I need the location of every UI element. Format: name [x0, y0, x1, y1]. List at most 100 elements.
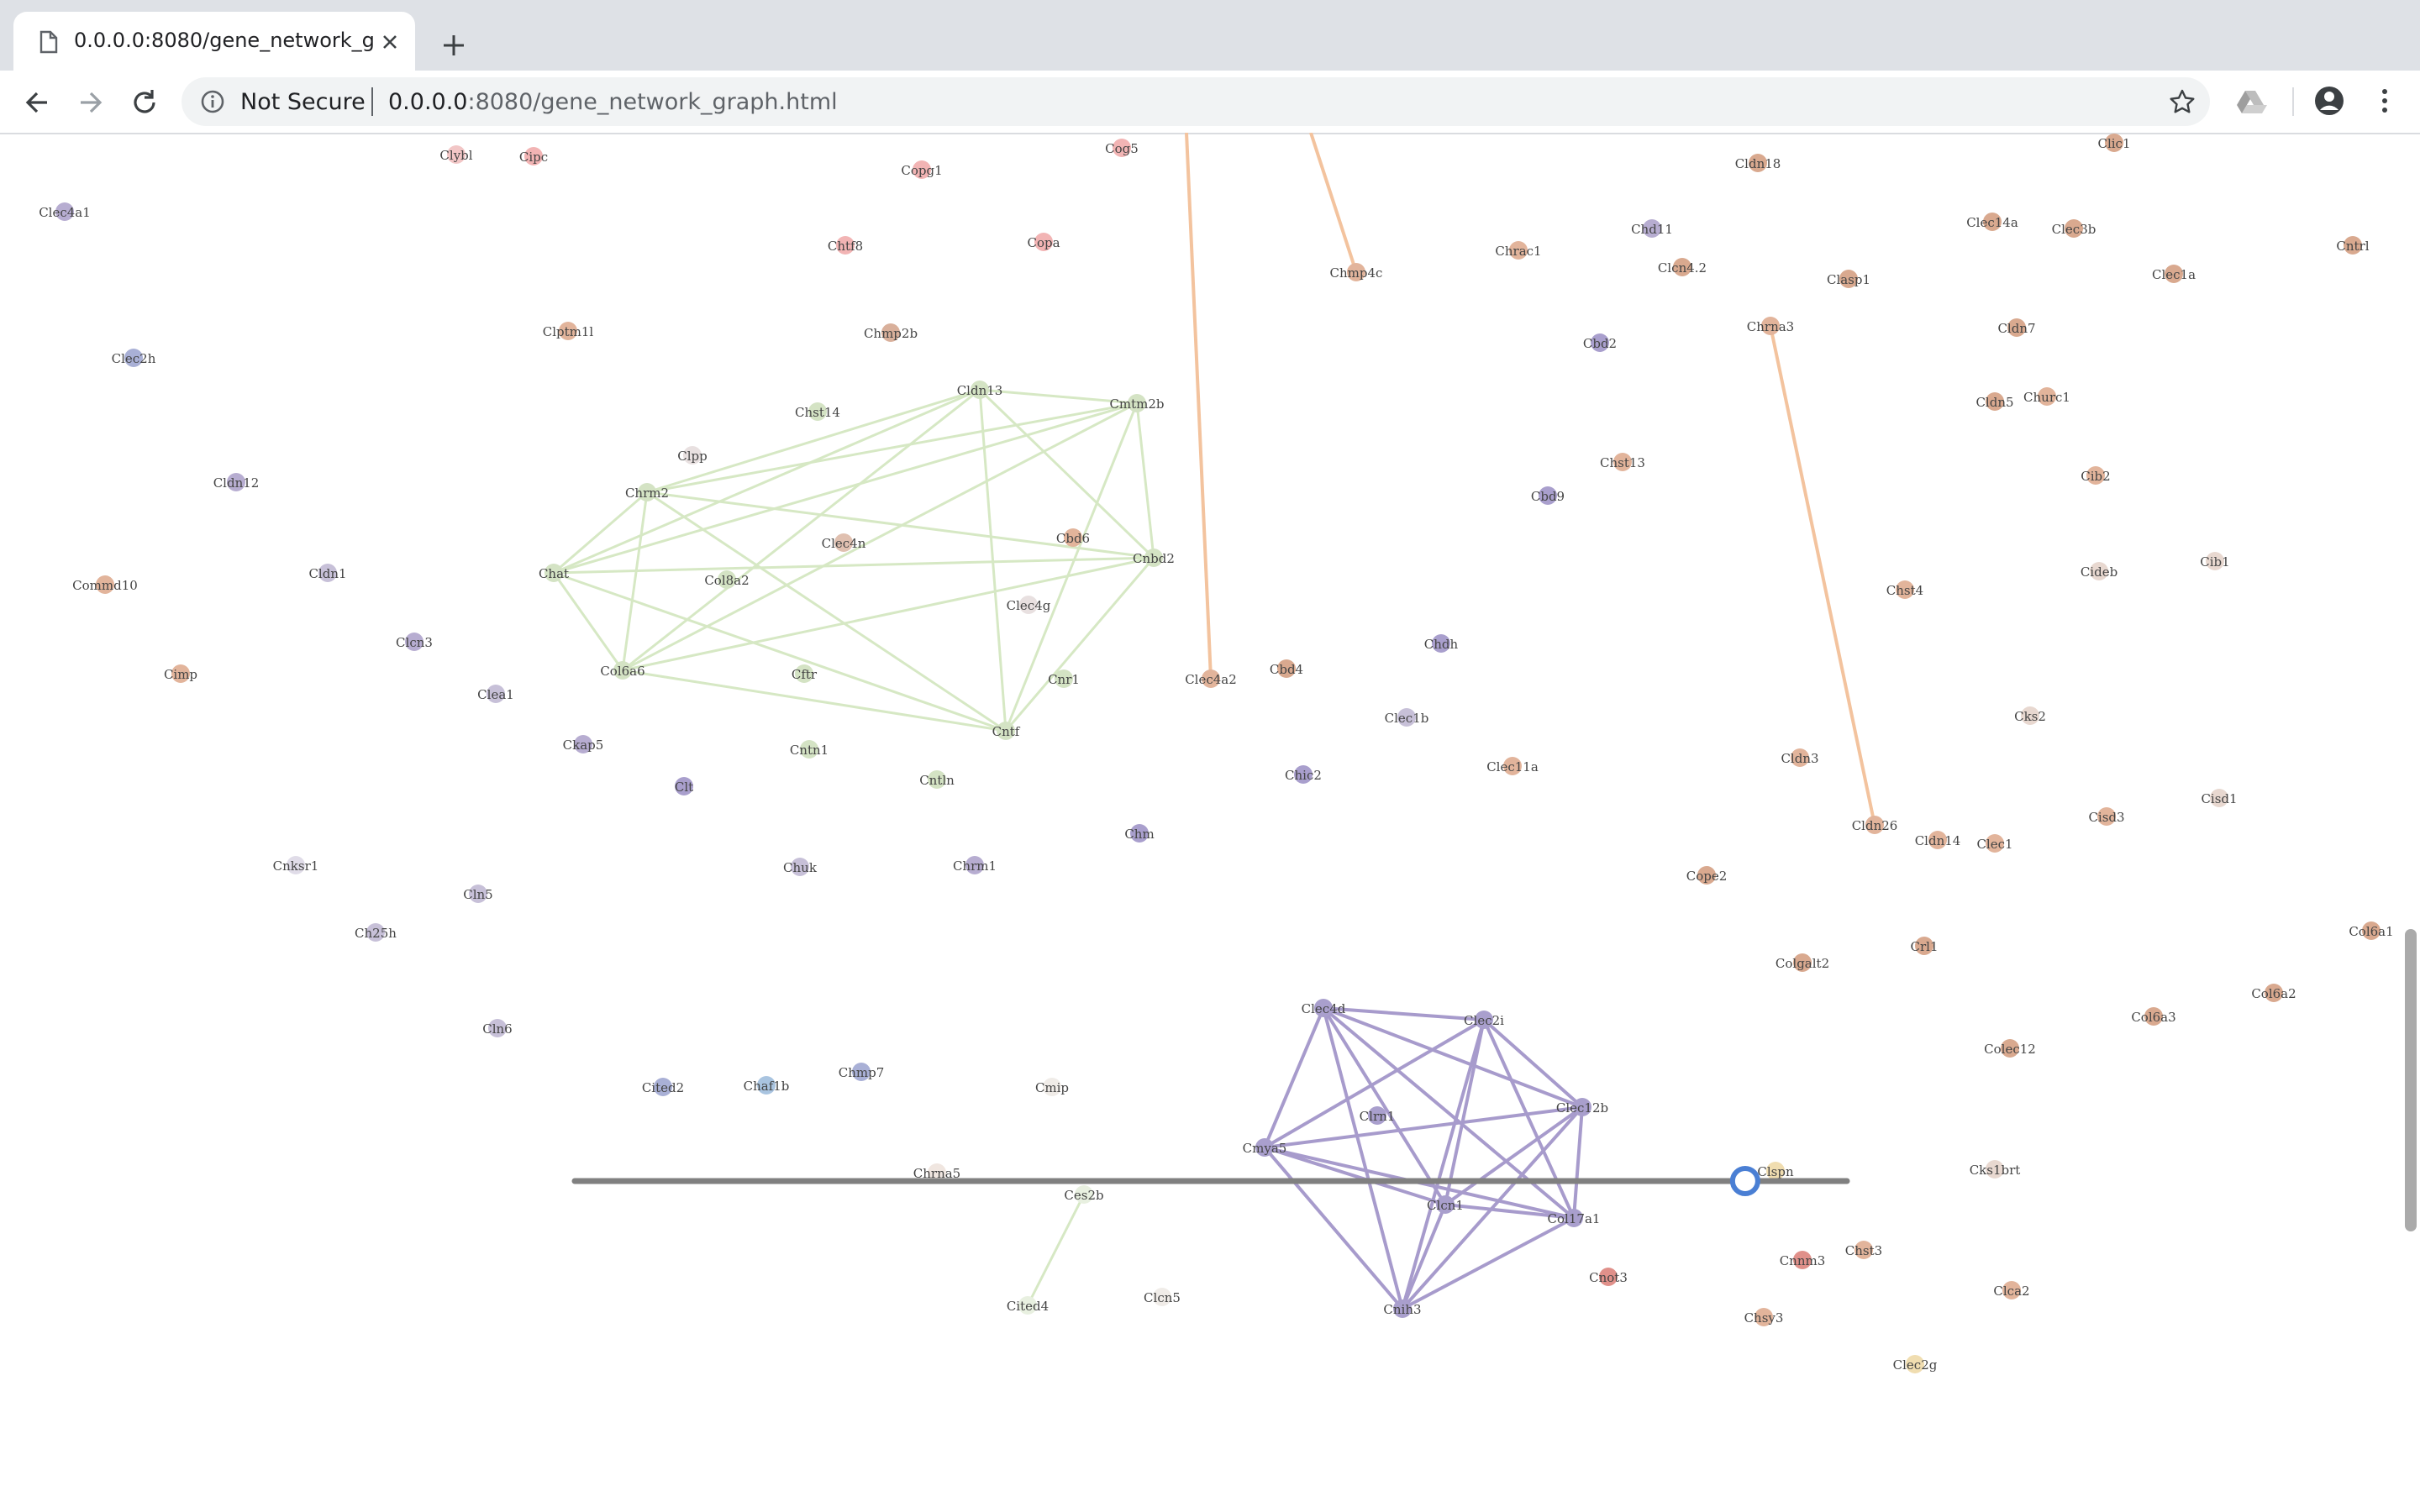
- graph-node-dot[interactable]: [1986, 1160, 2004, 1179]
- graph-node[interactable]: Clec12b: [1556, 1098, 1608, 1116]
- graph-node-dot[interactable]: [2001, 1039, 2019, 1058]
- graph-node[interactable]: Cldn5: [1975, 392, 2014, 411]
- graph-node[interactable]: Clcn5: [1144, 1288, 1181, 1306]
- graph-node-dot[interactable]: [1475, 1011, 1493, 1029]
- graph-node[interactable]: Clec1: [1976, 834, 2013, 853]
- graph-node[interactable]: Chrna3: [1747, 317, 1794, 335]
- graph-node[interactable]: Cnnm3: [1780, 1251, 1826, 1269]
- graph-node-dot[interactable]: [1503, 757, 1522, 775]
- graph-node-dot[interactable]: [928, 1163, 946, 1182]
- graph-node-dot[interactable]: [487, 685, 505, 703]
- graph-node-dot[interactable]: [2206, 552, 2224, 570]
- graph-node[interactable]: Chic2: [1285, 765, 1322, 784]
- graph-node-dot[interactable]: [2362, 921, 2381, 940]
- graph-node-dot[interactable]: [675, 777, 693, 795]
- graph-node[interactable]: Chuk: [783, 858, 818, 876]
- graph-node-dot[interactable]: [881, 323, 900, 342]
- graph-node[interactable]: Copa: [1027, 233, 1060, 251]
- range-slider[interactable]: [571, 1166, 1850, 1196]
- graph-node[interactable]: Clec4a1: [39, 202, 91, 221]
- graph-node[interactable]: Clic1: [2097, 134, 2131, 152]
- graph-node[interactable]: Clec2h: [112, 349, 156, 367]
- graph-node[interactable]: Col6a1: [2349, 921, 2394, 940]
- graph-node-dot[interactable]: [1793, 1251, 1812, 1269]
- graph-node-dot[interactable]: [2038, 387, 2056, 406]
- security-label[interactable]: Not Secure: [240, 89, 366, 115]
- graph-node[interactable]: Clybl: [439, 145, 473, 164]
- graph-node[interactable]: Cbd9: [1531, 486, 1565, 505]
- graph-node-dot[interactable]: [1749, 154, 1767, 172]
- graph-node-dot[interactable]: [1255, 1138, 1274, 1157]
- graph-node-dot[interactable]: [574, 735, 592, 753]
- graph-node[interactable]: Cib2: [2081, 466, 2111, 485]
- graph-node[interactable]: Cisd1: [2201, 789, 2238, 807]
- graph-node-dot[interactable]: [1854, 1241, 1873, 1259]
- graph-node[interactable]: Clt: [675, 777, 693, 795]
- graph-node[interactable]: Col8a2: [704, 570, 750, 589]
- profile-avatar-icon[interactable]: [2309, 81, 2349, 121]
- graph-node-dot[interactable]: [2144, 1007, 2163, 1026]
- graph-node-dot[interactable]: [683, 446, 702, 465]
- graph-node-dot[interactable]: [1928, 831, 1947, 849]
- graph-node[interactable]: Chmp4c: [1330, 263, 1383, 281]
- graph-node-dot[interactable]: [2344, 236, 2362, 255]
- graph-node[interactable]: Chm: [1124, 824, 1155, 843]
- graph-node[interactable]: Cited2: [642, 1078, 684, 1096]
- graph-node[interactable]: Clcn3: [396, 633, 433, 651]
- graph-node[interactable]: Clspn: [1757, 1162, 1794, 1180]
- graph-node[interactable]: Cmip: [1035, 1078, 1069, 1096]
- graph-node-dot[interactable]: [1043, 1078, 1061, 1096]
- graph-node[interactable]: Chst14: [795, 402, 840, 421]
- graph-node-dot[interactable]: [544, 564, 563, 582]
- graph-node-dot[interactable]: [1294, 765, 1313, 784]
- graph-node-dot[interactable]: [1839, 270, 1858, 288]
- graph-node[interactable]: Cldn12: [213, 473, 260, 491]
- graph-node[interactable]: Chd11: [1631, 219, 1673, 238]
- graph-node-dot[interactable]: [1673, 258, 1691, 276]
- graph-node-dot[interactable]: [654, 1078, 672, 1096]
- graph-node[interactable]: Cldn1: [308, 564, 347, 582]
- new-tab-icon[interactable]: [434, 25, 474, 66]
- graph-node[interactable]: Commd10: [72, 575, 138, 594]
- scrollbar-thumb[interactable]: [2405, 929, 2417, 1231]
- graph-node-dot[interactable]: [1019, 596, 1038, 614]
- graph-node-dot[interactable]: [852, 1063, 871, 1081]
- graph-node[interactable]: Cldn7: [1997, 318, 2036, 337]
- graph-node-dot[interactable]: [1436, 1195, 1455, 1214]
- graph-node[interactable]: Chtf8: [828, 236, 863, 255]
- gene-network-graph[interactable]: Clybl Cipc Copg1 Cog5 Clec4a1 Chtf8 Copa Clptm1…: [0, 133, 2420, 1512]
- graph-node-dot[interactable]: [1153, 1288, 1171, 1306]
- graph-node[interactable]: Cftr: [792, 664, 818, 683]
- graph-node[interactable]: Cib1: [2200, 552, 2230, 570]
- forward-icon[interactable]: [71, 82, 111, 123]
- graph-node[interactable]: Cipc: [519, 147, 548, 165]
- graph-node-dot[interactable]: [836, 236, 855, 255]
- graph-node-dot[interactable]: [287, 856, 305, 874]
- graph-node-dot[interactable]: [227, 473, 245, 491]
- graph-node-dot[interactable]: [1202, 669, 1220, 688]
- graph-node-dot[interactable]: [1055, 669, 1073, 688]
- graph-node[interactable]: Chsy3: [1744, 1308, 1784, 1326]
- graph-node-dot[interactable]: [1018, 1296, 1037, 1315]
- graph-node[interactable]: Cntrl: [2336, 236, 2370, 255]
- graph-node-dot[interactable]: [1754, 1308, 1773, 1326]
- graph-node[interactable]: Clec2i: [1464, 1011, 1504, 1029]
- graph-node[interactable]: Clcn1: [1427, 1195, 1464, 1214]
- graph-node-dot[interactable]: [1368, 1106, 1386, 1125]
- graph-node[interactable]: Clec14a: [1966, 213, 2018, 231]
- graph-node-dot[interactable]: [1393, 1299, 1412, 1318]
- graph-node-dot[interactable]: [718, 570, 736, 589]
- menu-kebab-icon[interactable]: [2365, 81, 2405, 121]
- graph-node[interactable]: Cmtm2b: [1109, 394, 1165, 412]
- graph-node[interactable]: Cbd4: [1270, 659, 1303, 678]
- graph-node[interactable]: Cideb: [2081, 562, 2118, 580]
- graph-node[interactable]: Col17a1: [1548, 1209, 1601, 1227]
- graph-node[interactable]: Chrna5: [913, 1163, 960, 1182]
- graph-node-dot[interactable]: [55, 202, 74, 221]
- graph-node[interactable]: Chmp7: [839, 1063, 885, 1081]
- graph-node-dot[interactable]: [1791, 748, 1809, 767]
- graph-node-dot[interactable]: [1986, 392, 2004, 411]
- graph-node-dot[interactable]: [1896, 580, 1914, 599]
- graph-node[interactable]: Clec1b: [1385, 708, 1429, 727]
- graph-node[interactable]: Cbd6: [1056, 528, 1090, 547]
